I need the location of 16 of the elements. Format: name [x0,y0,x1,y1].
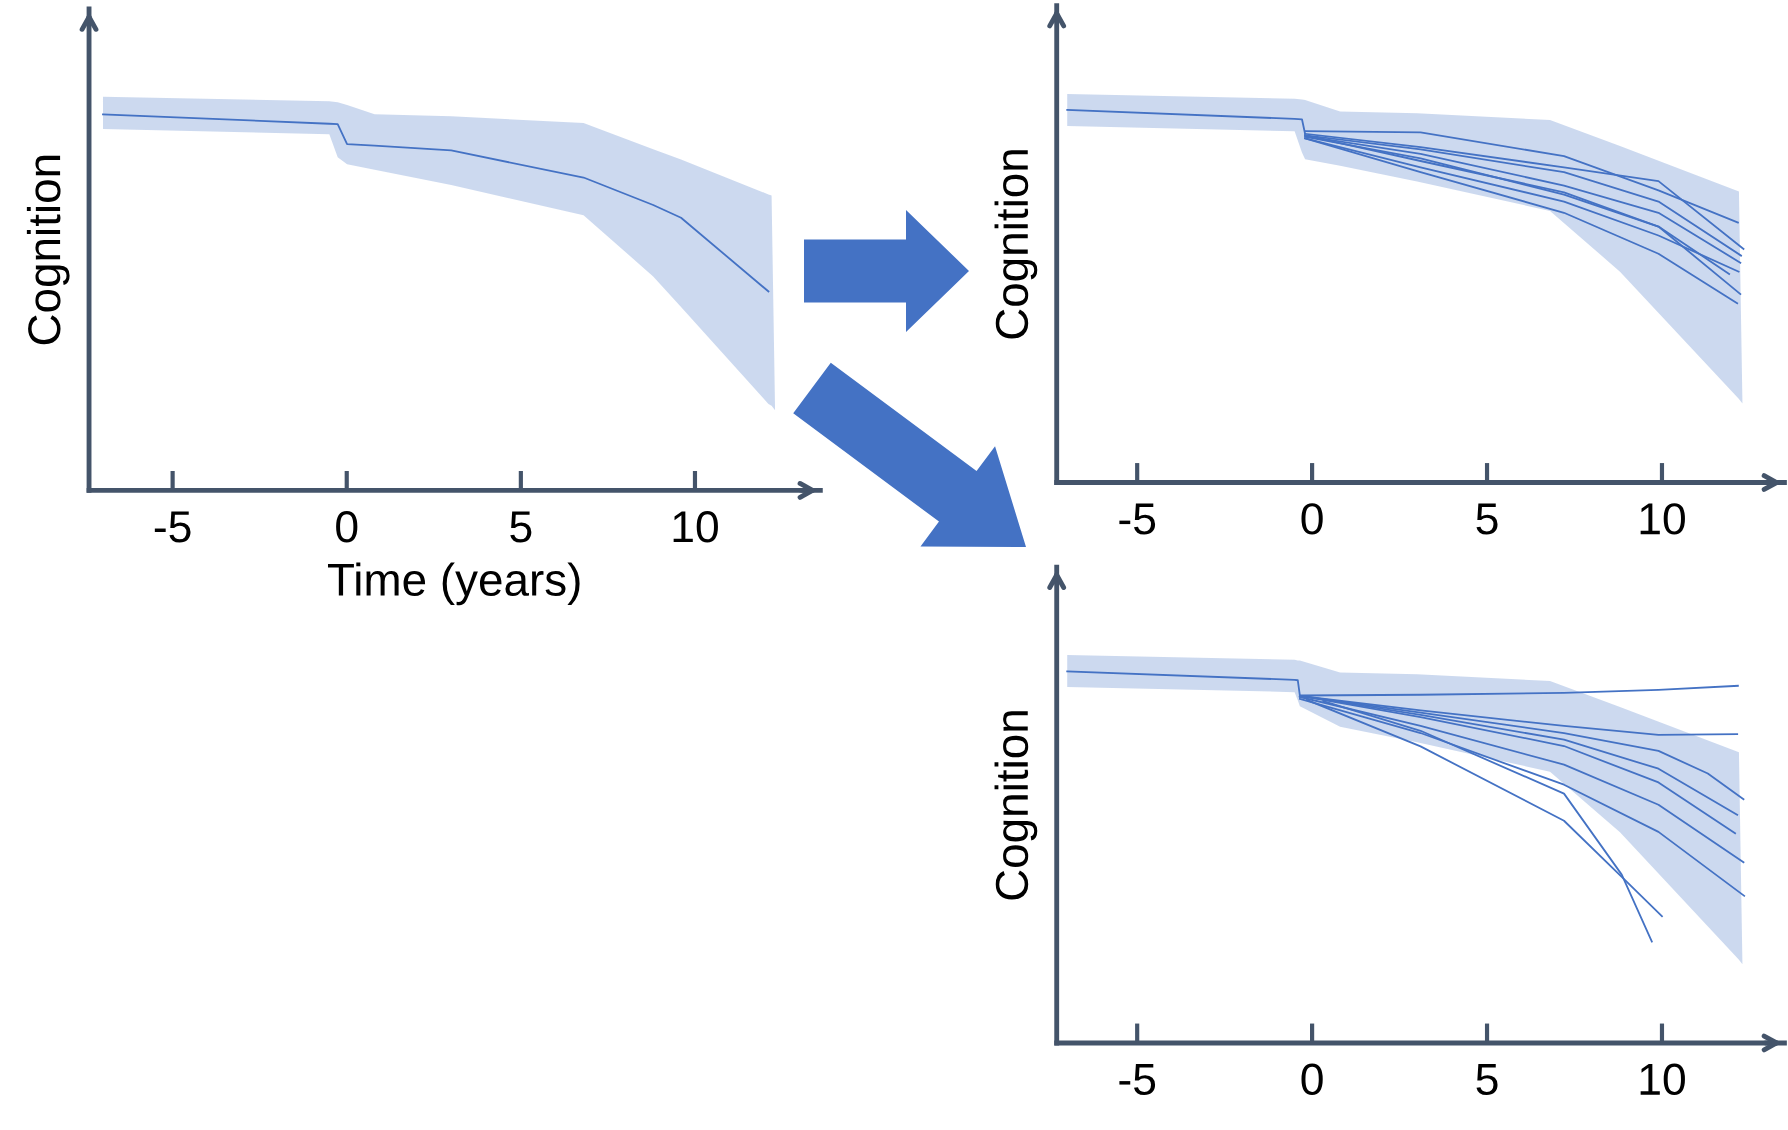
x-tick-label: -5 [1119,1064,1156,1096]
y-axis-title: Cognition [26,155,70,345]
x-tick-label: 10 [673,511,718,543]
x-tick-label: 10 [1640,1063,1685,1096]
y-axis-title: Cognition [994,150,1038,339]
x-tick-label: 0 [1301,1063,1323,1096]
x-tick-label: 0 [1301,503,1323,535]
x-tick-label: -5 [1119,503,1156,535]
x-tick-label: 5 [1476,1064,1498,1096]
x-tick-label: 10 [1640,503,1685,535]
x-axis-title: Time (years) [328,562,580,606]
x-tick-label: 5 [510,511,532,543]
x-tick-label: 5 [1476,503,1498,535]
y-axis-title: Cognition [994,711,1038,900]
x-tick-label: 0 [336,511,358,543]
x-tick-label: -5 [154,511,191,543]
